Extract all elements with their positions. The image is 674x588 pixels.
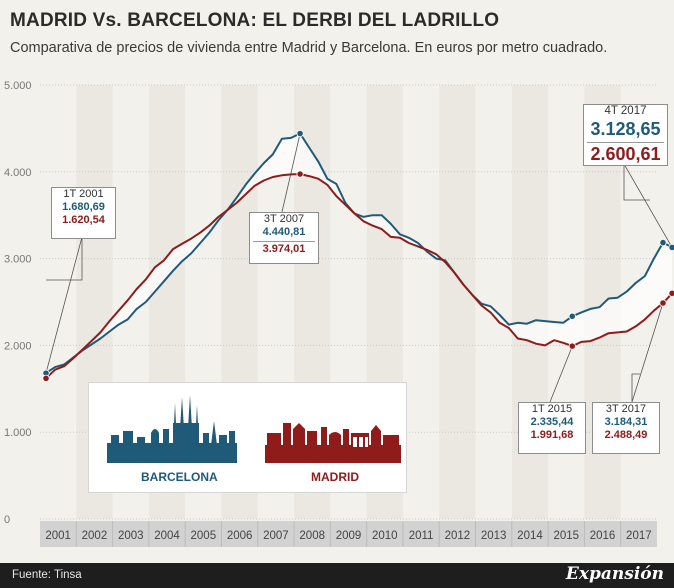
annotation-barcelona-value: 3.128,65 (590, 118, 661, 139)
point-barcelona (296, 129, 304, 138)
gap-area (46, 133, 673, 379)
point-madrid (659, 299, 667, 307)
x-tick-label: 2005 (191, 530, 217, 542)
x-tick-label: 2011 (409, 530, 434, 542)
annotation-period: 3T 2017 (605, 403, 647, 415)
annotation-period: 3T 2007 (263, 213, 305, 225)
y-tick-label: 0 (4, 514, 10, 526)
annotation-1t-2001: 1T 2001 1.680,69 1.620,54 (51, 187, 116, 239)
y-axis-ticks: 0 1.000 2.000 3.000 4.000 5.000 (4, 80, 32, 526)
chart-title: MADRID Vs. BARCELONA: EL DERBI DEL LADRI… (10, 10, 500, 31)
leader-line (549, 345, 573, 403)
brand-logo: Expansión (565, 564, 664, 584)
point-barcelona (659, 239, 667, 247)
x-tick-label: 2007 (263, 530, 289, 542)
leader-line (623, 162, 673, 248)
annotation-barcelona-value: 3.184,31 (604, 416, 648, 429)
annotation-madrid-value: 2.488,49 (604, 429, 648, 442)
annotation-3t-2017: 3T 2017 3.184,31 2.488,49 (592, 402, 660, 454)
x-tick-label: 2012 (445, 530, 471, 542)
x-tick-label: 2014 (517, 530, 543, 542)
series-line-barcelona (45, 132, 673, 374)
x-tick-label: 2001 (45, 530, 71, 542)
annotation-barcelona-value: 2.335,44 (530, 416, 574, 429)
barcelona-skyline-icon (107, 395, 237, 463)
x-tick-label: 2009 (336, 530, 362, 542)
annotation-period: 4T 2017 (604, 105, 647, 117)
annotation-madrid-value: 3.974,01 (262, 243, 306, 256)
annotation-period: 1T 2001 (63, 188, 104, 200)
y-tick-label: 5.000 (4, 80, 32, 92)
annotation-madrid-value: 1.620,54 (62, 214, 105, 227)
highlight-points (42, 129, 674, 382)
x-tick-label: 2002 (82, 530, 108, 542)
x-tick-label: 2006 (227, 530, 253, 542)
y-tick-label: 2.000 (4, 340, 32, 352)
series-line-madrid (45, 173, 673, 380)
annotation-madrid-value: 1.991,68 (530, 429, 574, 442)
point-madrid (668, 289, 674, 297)
point-madrid (296, 170, 304, 178)
source-note: Fuente: Tinsa (12, 569, 82, 581)
x-tick-label: 2010 (372, 530, 398, 542)
madrid-skyline-icon (265, 423, 401, 463)
annotation-leaders (45, 133, 673, 403)
annotation-3t-2007: 3T 2007 4.440,81 3.974,01 (249, 212, 319, 264)
point-barcelona (568, 312, 576, 320)
gap-fill (46, 133, 673, 379)
x-tick-label: 2013 (481, 530, 507, 542)
x-tick-label: 2004 (154, 530, 180, 542)
leader-line (631, 302, 664, 403)
annotation-barcelona-value: 4.440,81 (262, 226, 306, 239)
annotation-4t-2017: 4T 2017 3.128,65 2.600,61 (583, 104, 668, 166)
series-lines (45, 132, 673, 380)
point-barcelona (668, 243, 674, 252)
x-tick-label: 2008 (299, 530, 325, 542)
legend-label-madrid: MADRID (311, 470, 359, 484)
x-axis-ticks: 2001 2002 2003 2004 2005 2006 2007 2008 2009 2010… (45, 521, 652, 547)
point-madrid (42, 374, 50, 382)
x-tick-label: 2017 (626, 530, 652, 542)
x-tick-label: 2015 (553, 530, 579, 542)
annotation-divider (253, 241, 315, 243)
legend-label-barcelona: BARCELONA (141, 470, 218, 484)
point-madrid (568, 342, 576, 350)
annotation-1t-2015: 1T 2015 2.335,44 1.991,68 (518, 402, 586, 454)
x-tick-label: 2003 (118, 530, 144, 542)
footer: Fuente: Tinsa Expansión (0, 563, 674, 588)
y-tick-label: 3.000 (4, 254, 32, 266)
legend: BARCELONA MADRID (88, 382, 407, 493)
leader-line (45, 236, 83, 374)
annotation-period: 1T 2015 (531, 403, 573, 415)
leader-line (281, 133, 301, 213)
annotation-barcelona-value: 1.680,69 (62, 201, 105, 214)
year-band (439, 85, 476, 519)
annotation-madrid-value: 2.600,61 (590, 144, 661, 165)
x-axis-band (40, 521, 657, 547)
chart-subtitle: Comparativa de precios de vivienda entre… (10, 40, 608, 56)
y-tick-label: 4.000 (4, 167, 32, 179)
annotation-divider (587, 142, 664, 144)
y-tick-label: 1.000 (4, 427, 32, 439)
x-tick-label: 2016 (590, 530, 616, 542)
